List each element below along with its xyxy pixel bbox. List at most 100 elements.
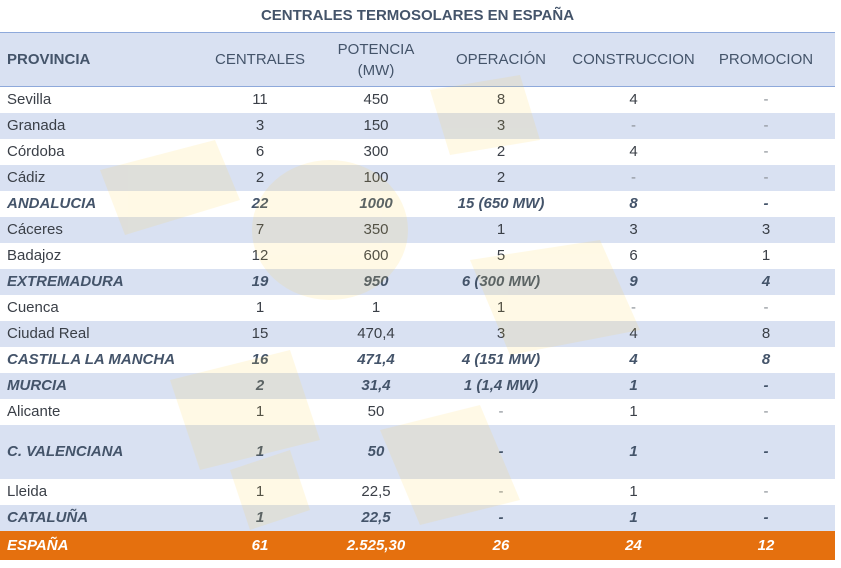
cell-potencia: 2.525,30: [320, 530, 432, 560]
cell-centrales: 11: [252, 91, 268, 109]
cell-potencia: 450: [363, 91, 389, 109]
cell-potencia: 600: [363, 247, 389, 264]
cell-construccion: 24: [570, 530, 697, 560]
cell-promocion: -: [697, 424, 835, 479]
cell-promocion: -: [697, 372, 835, 399]
header-potencia-label: POTENCIA (MW): [337, 40, 415, 79]
cell-provincia: EXTREMADURA: [0, 268, 200, 295]
header-row: PROVINCIA CENTRALES POTENCIA (MW) OPERAC…: [0, 33, 835, 87]
cell-promocion: -: [763, 91, 769, 109]
cell-provincia: Cáceres: [0, 216, 200, 243]
cell-provincia: Cuenca: [7, 299, 59, 316]
cell-operacion: 1: [432, 216, 570, 243]
cell-construccion: 1: [570, 424, 697, 479]
cell-centrales: 19: [200, 268, 320, 295]
cell-operacion: 26: [432, 530, 570, 560]
cell-provincia: ESPAÑA: [0, 530, 200, 560]
cell-provincia: Córdoba: [7, 143, 65, 160]
cell-potencia: 471,4: [357, 351, 395, 368]
cell-provincia: Ciudad Real: [0, 320, 200, 347]
cell-operacion: 3: [432, 320, 570, 347]
solar-plants-table-container: CENTRALES TERMOSOLARES EN ESPAÑA PROVINC…: [0, 0, 835, 560]
cell-provincia: Alicante: [7, 403, 61, 420]
cell-centrales: 1: [255, 483, 265, 500]
header-provincia: PROVINCIA: [0, 33, 200, 87]
cell-promocion: 1: [761, 247, 771, 264]
cell-centrales: 2: [200, 164, 320, 191]
cell-provincia: CASTILLA LA MANCHA: [7, 351, 176, 368]
cell-construccion: 3: [570, 216, 697, 243]
cell-provincia: MURCIA: [0, 372, 200, 399]
cell-operacion: 2: [496, 143, 506, 160]
cell-centrales: 1: [255, 403, 265, 420]
cell-centrales: 1: [200, 424, 320, 479]
cell-operacion: 4 (151 MW): [461, 351, 541, 368]
cell-operacion: 5: [496, 247, 506, 264]
cell-provincia: Granada: [0, 112, 200, 139]
subtotal-row: C. VALENCIANA 1 50-1-: [0, 424, 835, 479]
cell-centrales: 12: [251, 247, 269, 264]
cell-promocion: -: [763, 403, 769, 420]
cell-provincia: Badajoz: [7, 247, 62, 264]
cell-potencia: 1000: [359, 195, 393, 212]
cell-promocion: 3: [697, 216, 835, 243]
cell-provincia: CATALUÑA: [0, 504, 200, 531]
header-operacion: OPERACIÓN: [432, 33, 570, 87]
cell-construccion: 4: [570, 320, 697, 347]
cell-potencia: 300: [363, 143, 389, 160]
cell-construccion: 1: [629, 403, 638, 420]
cell-provincia: ANDALUCIA: [7, 195, 97, 212]
cell-operacion: -: [498, 483, 504, 500]
cell-operacion: 1 (1,4 MW): [432, 372, 570, 399]
cell-promocion: -: [697, 112, 835, 139]
subtotal-row: ANDALUCIA 22 1000 15 (650 MW) 8 -: [0, 191, 835, 217]
subtotal-row: EXTREMADURA 19 950 6 (300 MW) 9 4: [0, 268, 835, 295]
table-row: Sevilla 11 450 8 4 -: [0, 87, 835, 113]
cell-construccion: 6: [629, 247, 638, 264]
table-row: Córdoba 6 300 2 4 -: [0, 139, 835, 165]
table-row: Cádiz 2 100 2- -: [0, 164, 835, 191]
cell-provincia: Lleida: [7, 483, 48, 500]
cell-promocion: 8: [761, 351, 771, 368]
cell-potencia: 22,5: [361, 483, 391, 500]
table-title: CENTRALES TERMOSOLARES EN ESPAÑA: [0, 0, 835, 33]
cell-construccion: 9: [570, 268, 697, 295]
cell-construccion: 4: [629, 91, 638, 109]
table-row: Lleida 1 22,5 - 1 -: [0, 479, 835, 505]
cell-centrales: 6: [255, 143, 265, 160]
cell-potencia: 22,5: [320, 504, 432, 531]
cell-operacion: 15 (650 MW): [457, 195, 545, 212]
cell-potencia: 50: [367, 403, 385, 420]
cell-centrales: 15: [200, 320, 320, 347]
cell-construccion: 8: [629, 195, 638, 212]
cell-operacion: 3: [432, 112, 570, 139]
table-row: Granada 3 150 3- -: [0, 112, 835, 139]
cell-centrales: 1: [255, 299, 265, 316]
cell-construccion: 1: [570, 372, 697, 399]
cell-provincia: Sevilla: [7, 91, 52, 109]
cell-centrales: 61: [200, 530, 320, 560]
cell-operacion: -: [432, 504, 570, 531]
header-potencia: POTENCIA (MW): [320, 33, 432, 87]
subtotal-row: CATALUÑA 1 22,5-1-: [0, 504, 835, 531]
solar-plants-table: PROVINCIA CENTRALES POTENCIA (MW) OPERAC…: [0, 33, 835, 560]
cell-potencia: 350: [320, 216, 432, 243]
cell-potencia: 950: [320, 268, 432, 295]
cell-promocion: -: [763, 195, 769, 212]
cell-centrales: 1: [200, 504, 320, 531]
cell-promocion: 4: [697, 268, 835, 295]
subtotal-row: CASTILLA LA MANCHA 16 471,4 4 (151 MW) 4 8: [0, 347, 835, 373]
cell-promocion: -: [763, 299, 769, 316]
cell-potencia: 50: [320, 424, 432, 479]
cell-construccion: 4: [629, 351, 638, 368]
header-construccion: CONSTRUCCION: [570, 33, 697, 87]
cell-potencia: 1: [371, 299, 381, 316]
cell-operacion: -: [498, 403, 504, 420]
table-row: Alicante 1 50 - 1 -: [0, 399, 835, 425]
cell-potencia: 31,4: [320, 372, 432, 399]
cell-centrales: 22: [251, 195, 269, 212]
header-centrales: CENTRALES: [200, 33, 320, 87]
table-row: Ciudad Real 15 470,4 3 4 8: [0, 320, 835, 347]
cell-potencia: 150: [320, 112, 432, 139]
cell-provincia: Cádiz: [0, 164, 200, 191]
